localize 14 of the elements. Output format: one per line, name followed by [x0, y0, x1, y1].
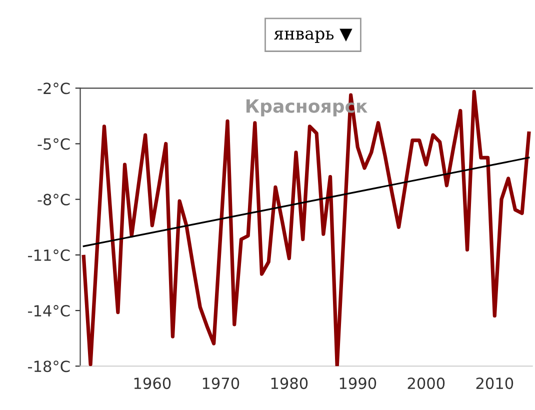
- y-tick-label: -5°C: [38, 138, 70, 150]
- y-tick-label: -11°C: [28, 249, 70, 261]
- x-tick-label: 1990: [340, 378, 376, 390]
- chart-subtitle: январь ▼: [274, 28, 352, 43]
- x-tick-label: 1980: [271, 378, 308, 390]
- x-tick-label: 1960: [134, 378, 171, 390]
- y-tick-label: -2°C: [38, 82, 70, 94]
- y-tick-label: -14°C: [28, 305, 70, 317]
- line-series: [82, 90, 531, 366]
- x-tick-label: 2010: [476, 378, 514, 390]
- x-tick-label: 1970: [202, 378, 240, 390]
- y-tick-label: -8°C: [38, 194, 70, 206]
- x-tick-label: 2000: [408, 378, 445, 390]
- y-tick-label: -18°C: [28, 360, 70, 372]
